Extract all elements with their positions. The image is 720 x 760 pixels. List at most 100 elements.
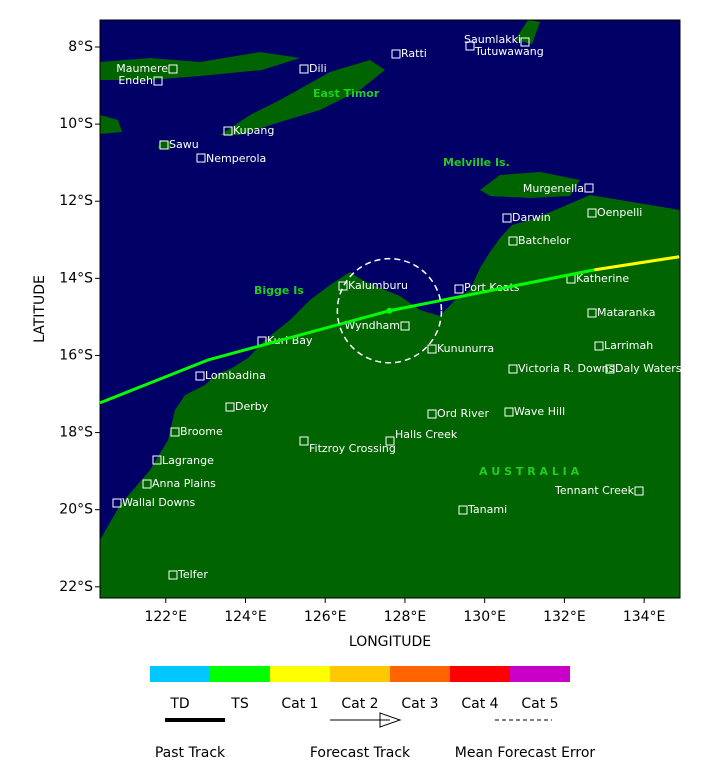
legend-category: TD (169, 696, 189, 712)
place-label: Tanami (467, 503, 507, 516)
place-marker (584, 183, 594, 193)
place-label: Lagrange (162, 454, 214, 467)
place-marker (299, 436, 309, 446)
legend (165, 712, 552, 728)
place-label: Anna Plains (152, 477, 216, 490)
place-marker (170, 427, 180, 437)
place-label: Dili (309, 62, 327, 75)
x-tick-label: 132°E (543, 609, 586, 625)
legend-category: Cat 3 (401, 696, 438, 712)
y-tick-label: 20°S (59, 502, 93, 518)
place-marker (225, 402, 235, 412)
place-marker (223, 126, 233, 136)
place-marker (168, 64, 178, 74)
place-marker (159, 140, 169, 150)
place-label: Broome (180, 425, 223, 438)
y-tick-label: 10°S (59, 116, 93, 132)
track-segment (389, 268, 595, 313)
place-marker (400, 321, 410, 331)
track-segment (207, 309, 390, 362)
track-segment (99, 358, 209, 405)
y-tick-label: 16°S (59, 347, 93, 363)
place-label: Endeh (118, 74, 153, 87)
place-marker (112, 498, 122, 508)
y-axis-label: LATITUDE (32, 275, 48, 343)
legend-category: Cat 1 (281, 696, 318, 712)
place-label: Halls Creek (395, 428, 458, 441)
legend-category: Cat 5 (521, 696, 558, 712)
x-axis-label: LONGITUDE (349, 634, 431, 650)
x-tick-label: 130°E (463, 609, 506, 625)
y-tick-label: 22°S (59, 579, 93, 595)
legend-swatch (270, 666, 330, 682)
place-label: Murgenella (523, 182, 584, 195)
y-tick-label: 14°S (59, 270, 93, 286)
legend-swatch (210, 666, 270, 682)
arrow-head (379, 712, 402, 728)
place-label: Wave Hill (514, 405, 565, 418)
error-circle (336, 257, 443, 364)
land (100, 20, 680, 598)
place-label: Oenpelli (597, 206, 642, 219)
place-marker (391, 49, 401, 59)
place-marker (587, 308, 597, 318)
legend-category: Cat 4 (461, 696, 498, 712)
place-label: Kupang (233, 124, 274, 137)
place-label: Sawu (169, 138, 199, 151)
x-tick-label: 124°E (224, 609, 267, 625)
legend-swatch (510, 666, 570, 682)
place-label: Tennant Creek (554, 484, 635, 497)
place-marker (153, 76, 163, 86)
place-marker (508, 236, 518, 246)
place-marker (427, 409, 437, 419)
x-tick-label: 126°E (304, 609, 347, 625)
place-marker (520, 37, 530, 47)
legend-item: Mean Forecast Error (455, 745, 596, 760)
place-marker (427, 344, 437, 354)
y-tick-label: 8°S (68, 39, 93, 55)
place-marker (454, 284, 464, 294)
track-segment (594, 255, 680, 272)
place-label: Daly Waters (615, 362, 682, 375)
x-tick-label: 122°E (144, 609, 187, 625)
place-label: Kununurra (437, 342, 494, 355)
place-label: Ord River (437, 407, 489, 420)
place-label: Nemperola (206, 152, 266, 165)
place-marker (465, 41, 475, 51)
place-marker (152, 455, 162, 465)
place-marker (458, 505, 468, 515)
place-label: Katherine (576, 272, 629, 285)
region-label: A U S T R A L I A (479, 465, 580, 478)
place-marker (299, 64, 309, 74)
place-label: Saumlakki (464, 33, 521, 46)
place-label: Ratti (401, 47, 427, 60)
place-marker (605, 364, 615, 374)
place-label: Kalumburu (348, 279, 408, 292)
y-tick-label: 12°S (59, 193, 93, 209)
legend-swatch (150, 666, 210, 682)
track-point (386, 307, 393, 314)
place-marker (502, 213, 512, 223)
map-frame (99, 19, 681, 599)
place-label: Victoria R. Downs (518, 362, 615, 375)
place-marker (594, 341, 604, 351)
place-label: Tutuwawang (474, 45, 544, 58)
place-marker (338, 281, 348, 291)
place-marker (508, 364, 518, 374)
place-label: Lombadina (205, 369, 266, 382)
place-marker (168, 570, 178, 580)
place-marker (196, 153, 206, 163)
legend-item: Past Track (155, 745, 226, 760)
legend-category: Cat 2 (341, 696, 378, 712)
place-marker (634, 486, 644, 496)
place-marker (385, 436, 395, 446)
place-label: Wallal Downs (122, 496, 195, 509)
place-label: Mataranka (597, 306, 655, 319)
region-label: East Timor (313, 87, 380, 100)
legend-swatch (390, 666, 450, 682)
place-marker (195, 371, 205, 381)
legend-swatch (450, 666, 510, 682)
region-label: Bigge Is (254, 284, 304, 297)
place-label: Telfer (177, 568, 208, 581)
